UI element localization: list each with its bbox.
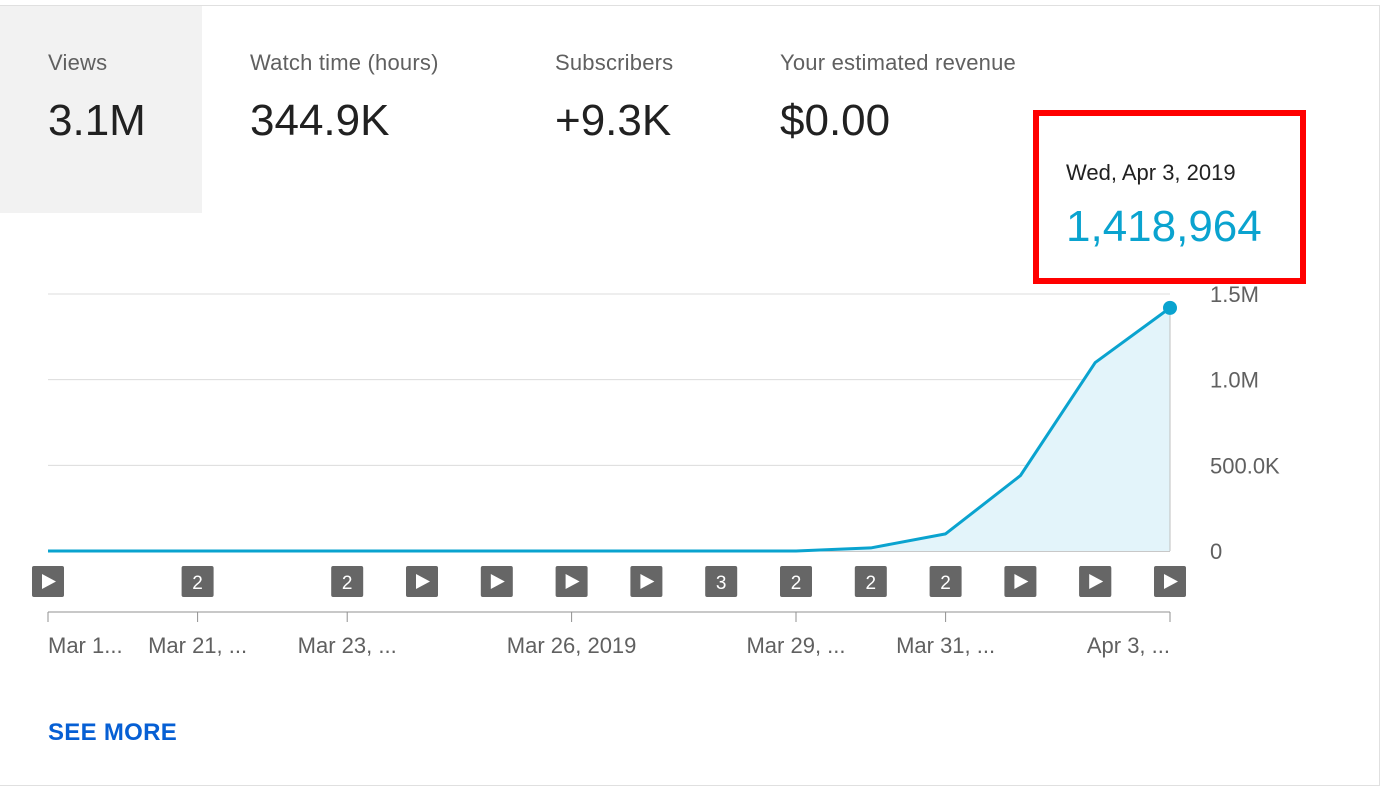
y-tick-label: 1.0M [1210,368,1259,393]
see-more-link[interactable]: SEE MORE [48,719,178,746]
play-icon[interactable] [32,566,64,597]
video-count-badge[interactable]: 2 [854,566,887,597]
play-icon[interactable] [1079,566,1112,597]
video-count-badge[interactable]: 2 [780,566,812,597]
play-icon[interactable] [555,566,588,597]
tooltip-date: Wed, Apr 3, 2019 [1066,160,1236,185]
y-tick-label: 1.5M [1210,282,1259,307]
y-tick-label: 500.0K [1210,453,1280,478]
svg-text:2: 2 [192,573,203,594]
svg-text:2: 2 [791,573,802,594]
views-line [48,306,1171,553]
tab-views[interactable]: Views 3.1M [0,6,202,213]
tab-subscribers-label: Subscribers [555,50,674,75]
x-tick-label: Apr 3, ... [1087,633,1170,658]
video-count-badge[interactable]: 2 [331,566,364,597]
svg-text:2: 2 [866,573,877,594]
tooltip-value: 1,418,964 [1066,202,1262,251]
svg-text:2: 2 [940,573,951,594]
play-icon[interactable] [1154,566,1186,597]
tab-watch-time-label: Watch time (hours) [250,50,439,75]
x-tick-label: Mar 21, ... [148,633,247,658]
views-area [48,307,1170,551]
video-count-badge[interactable]: 2 [929,566,962,597]
play-icon[interactable] [480,566,513,597]
x-tick-label: Mar 26, 2019 [507,633,637,658]
video-count-badge[interactable]: 2 [181,566,214,597]
tab-watch-time[interactable]: Watch time (hours) 344.9K [202,6,502,213]
y-tick-label: 0 [1210,539,1222,564]
play-icon[interactable] [630,566,663,597]
tab-estimated-revenue[interactable]: Your estimated revenue $0.00 [732,6,1062,213]
video-count-badge[interactable]: 3 [705,566,738,597]
x-tick-label: Mar 29, ... [746,633,845,658]
tab-revenue-value: $0.00 [780,96,891,145]
chart-tooltip: Wed, Apr 3, 2019 1,418,964 [1033,110,1306,284]
tab-watch-time-value: 344.9K [250,96,390,145]
svg-text:2: 2 [342,573,353,594]
tab-subscribers-value: +9.3K [555,96,672,145]
tab-revenue-label: Your estimated revenue [780,50,1016,75]
tab-views-value: 3.1M [48,96,146,145]
highlight-point [1163,300,1177,315]
svg-text:3: 3 [716,573,727,594]
play-icon[interactable] [1004,566,1037,597]
x-tick-label: Mar 31, ... [896,633,995,658]
play-icon[interactable] [406,566,438,597]
tab-subscribers[interactable]: Subscribers +9.3K [502,6,732,213]
metric-tabs: Views 3.1M Watch time (hours) 344.9K Sub… [0,6,1100,213]
x-tick-label: Mar 1... [48,633,123,658]
tab-views-label: Views [48,50,108,75]
x-tick-label: Mar 23, ... [298,633,397,658]
